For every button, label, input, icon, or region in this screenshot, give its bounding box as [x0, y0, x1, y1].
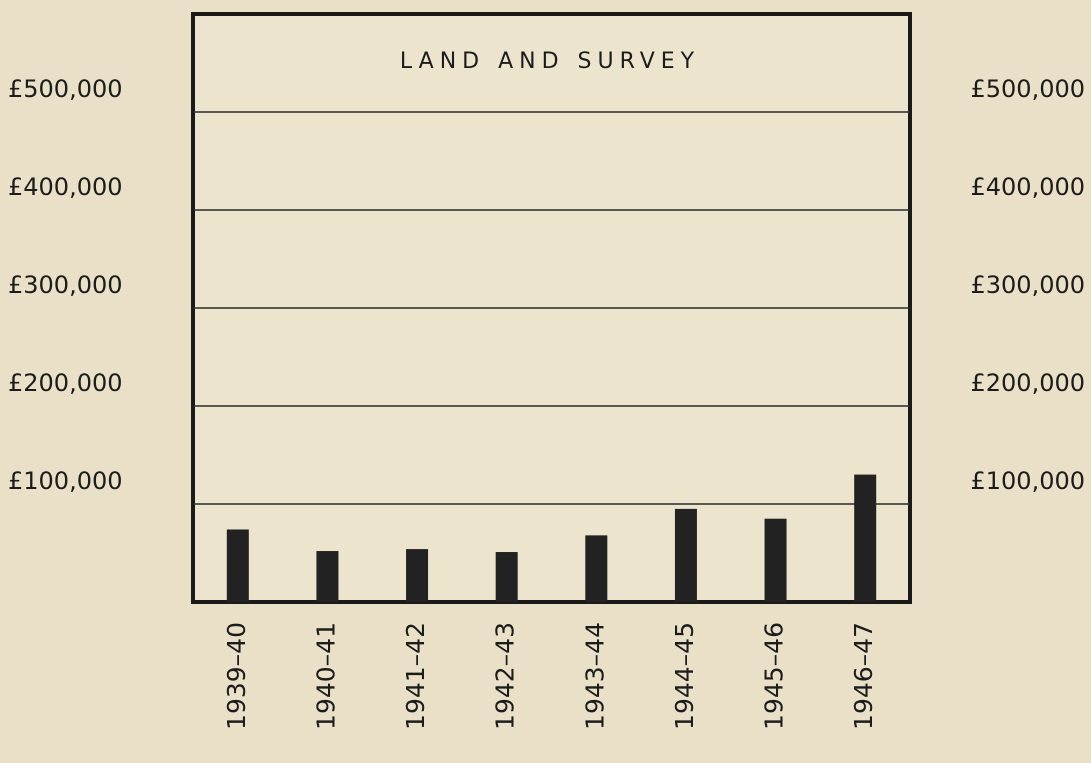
x-tick-label: 1940–41: [311, 622, 340, 730]
x-tick-label: 1944–45: [670, 622, 699, 730]
y-tick-label: £400,000: [8, 173, 123, 201]
bar: [854, 474, 877, 602]
y2-tick-label: £500,000: [970, 75, 1085, 103]
bar: [495, 552, 518, 602]
x-tick-label: 1939–40: [222, 622, 251, 730]
x-tick-label: 1941–42: [401, 622, 430, 730]
x-tick-label: 1943–44: [580, 622, 609, 730]
bar: [585, 535, 608, 602]
y2-tick-label: £300,000: [970, 271, 1085, 299]
x-tick-label: 1946–47: [849, 622, 878, 730]
y-tick-label: £100,000: [8, 467, 123, 495]
bar: [674, 508, 697, 602]
y-tick-label: £200,000: [8, 369, 123, 397]
bar: [764, 518, 787, 602]
y2-tick-label: £400,000: [970, 173, 1085, 201]
bar: [406, 549, 429, 602]
y2-tick-label: £200,000: [970, 369, 1085, 397]
x-tick-label: 1942–43: [491, 622, 520, 730]
bar: [226, 529, 249, 602]
y2-tick-label: £100,000: [970, 467, 1085, 495]
y-tick-label: £300,000: [8, 271, 123, 299]
bar: [316, 551, 339, 602]
y-tick-label: £500,000: [8, 75, 123, 103]
x-tick-label: 1945–46: [760, 622, 789, 730]
chart-title: LAND AND SURVEY: [400, 49, 700, 74]
